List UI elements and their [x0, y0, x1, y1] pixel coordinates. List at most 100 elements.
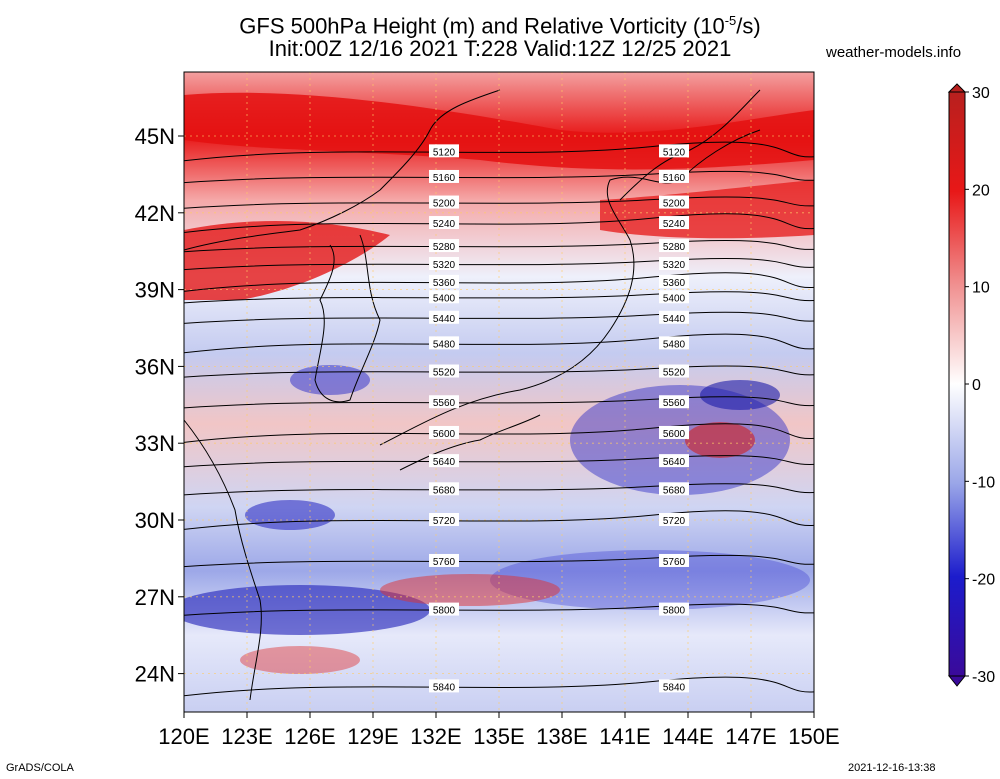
- vorticity-blob: [700, 380, 780, 410]
- contour-label: 5160: [433, 173, 456, 184]
- contour-line: [184, 272, 814, 292]
- contour-label: 5600: [433, 429, 456, 440]
- contour-label-bg: [659, 602, 689, 616]
- contour-label-bg: [429, 482, 459, 496]
- contour-label-bg: [659, 395, 689, 409]
- contour-label-bg: [429, 364, 459, 378]
- contour-label: 5760: [433, 557, 456, 568]
- colorbar: [948, 91, 966, 677]
- contour-label-bg: [659, 274, 689, 288]
- colorbar-tick-label: 20: [972, 182, 990, 199]
- contour-label: 5640: [663, 457, 686, 468]
- lon-tick-label: 144E: [662, 724, 713, 749]
- colorbar-tick-label: 0: [972, 377, 981, 394]
- contour-label-bg: [429, 425, 459, 439]
- axis-ticks: 45N 42N 39N 36N 33N 30N 27N 24N 120E 123E 126E 129E…: [135, 124, 840, 749]
- footer-timestamp: 2021-12-16-13:38: [848, 762, 936, 774]
- lon-tick-label: 132E: [410, 724, 461, 749]
- contour-label: 5520: [433, 368, 456, 379]
- contour-line: [184, 554, 814, 568]
- title-text: GFS 500hPa Height (m) and Relative Vorti…: [239, 13, 725, 39]
- contour-label: 5800: [663, 606, 686, 617]
- contour-label: 5200: [433, 199, 456, 210]
- colorbar-tick-label: -20: [972, 572, 995, 589]
- colorbar-tick-label: -30: [972, 669, 995, 686]
- coastline-manchuria: [184, 89, 501, 251]
- contour-line: [184, 257, 814, 271]
- contour-label-bg: [429, 169, 459, 183]
- contour-label: 5680: [663, 485, 686, 496]
- contour-label: 5240: [433, 219, 456, 230]
- chart-title-line1: GFS 500hPa Height (m) and Relative Vorti…: [0, 8, 1000, 39]
- contour-line: [184, 603, 814, 616]
- contour-label-bg: [429, 395, 459, 409]
- contour-label: 5600: [663, 429, 686, 440]
- contour-line: [184, 455, 814, 468]
- contour-label-bg: [429, 290, 459, 304]
- vorticity-blob: [570, 385, 790, 495]
- contour-label: 5480: [433, 339, 456, 350]
- contour-line: [184, 510, 814, 530]
- contour-line: [184, 676, 814, 697]
- contour-line: [184, 240, 814, 253]
- vorticity-band-trough: [184, 220, 390, 300]
- contour-label-bg: [659, 364, 689, 378]
- lon-tick-label: 120E: [158, 724, 209, 749]
- colorbar-tick-label: 30: [972, 85, 990, 102]
- lat-tick-label: 24N: [135, 662, 175, 687]
- title-superscript: -5: [724, 13, 737, 28]
- contour-label: 5280: [433, 242, 456, 253]
- contour-label-bg: [659, 679, 689, 693]
- contour-line: [184, 213, 814, 233]
- contour-label-bg: [659, 257, 689, 270]
- coastline-korea: [314, 234, 381, 403]
- vorticity-band-east: [600, 180, 814, 239]
- coastline-china: [184, 419, 262, 701]
- contour-label-bg: [659, 482, 689, 496]
- contour-label-bg: [429, 257, 459, 270]
- contour-label: 5680: [433, 485, 456, 496]
- contour-label: 5760: [663, 557, 686, 568]
- vorticity-blob: [490, 550, 810, 610]
- map-gridlines: [184, 72, 814, 712]
- contour-label: 5440: [433, 314, 456, 325]
- title-unit-end: /s): [736, 13, 761, 39]
- contour-line: [184, 170, 814, 184]
- contour-label: 5360: [433, 278, 456, 289]
- contour-label-bg: [659, 454, 689, 468]
- contour-label-bg: [429, 336, 459, 350]
- contour-label-bg: [659, 513, 689, 526]
- lon-tick-label: 126E: [284, 724, 335, 749]
- lat-tick-label: 27N: [135, 585, 175, 610]
- lon-tick-label: 129E: [347, 724, 398, 749]
- contour-label: 5720: [663, 516, 686, 527]
- contour-label: 5320: [663, 260, 686, 271]
- contour-label: 5240: [663, 219, 686, 230]
- lon-tick-label: 123E: [221, 724, 272, 749]
- contour-label-bg: [659, 290, 689, 304]
- lon-tick-label: 141E: [599, 724, 650, 749]
- contour-label-bg: [659, 336, 689, 350]
- lon-tick-label: 138E: [536, 724, 587, 749]
- contour-line: [184, 311, 814, 324]
- vorticity-blob: [380, 574, 560, 606]
- contour-label: 5280: [663, 242, 686, 253]
- contour-label: 5560: [433, 398, 456, 409]
- contour-label: 5440: [663, 314, 686, 325]
- contour-line: [184, 291, 814, 304]
- vorticity-band-north: [184, 92, 814, 170]
- colorbar-tick-label: 10: [972, 280, 990, 297]
- brand-label: weather-models.info: [826, 44, 962, 61]
- contour-label-bg: [429, 239, 459, 253]
- contour-label: 5840: [433, 682, 456, 693]
- contour-line: [184, 423, 814, 443]
- lon-tick-label: 135E: [473, 724, 524, 749]
- colorbar-tick-label: -10: [972, 474, 995, 491]
- lat-tick-label: 33N: [135, 431, 175, 456]
- contour-label-bg: [429, 144, 459, 158]
- contour-label: 5120: [663, 147, 686, 158]
- contour-label-bg: [429, 310, 459, 324]
- contour-label-bg: [659, 144, 689, 158]
- contour-line: [184, 365, 814, 378]
- contour-label-bg: [659, 239, 689, 253]
